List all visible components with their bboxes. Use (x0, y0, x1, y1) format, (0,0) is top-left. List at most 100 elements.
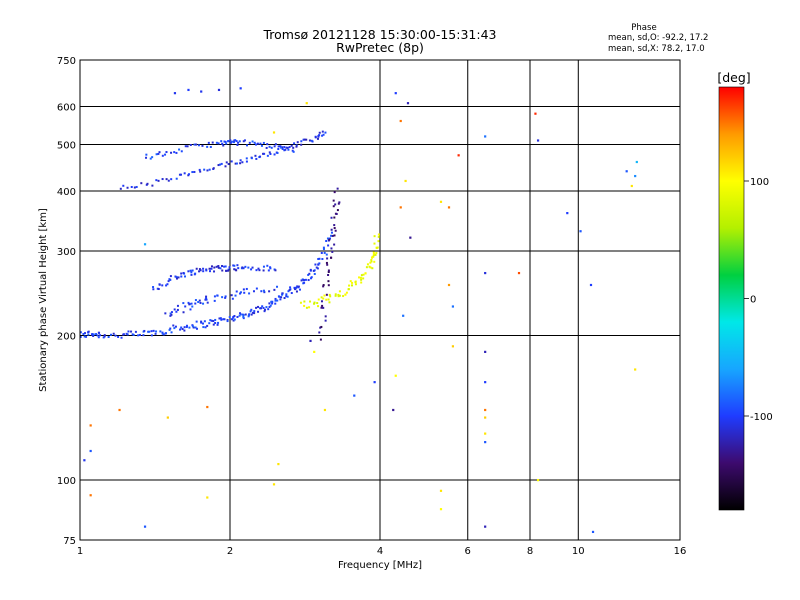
echo-point (294, 288, 297, 291)
echo-point (165, 178, 168, 181)
echo-point (321, 134, 324, 137)
scatter-point (409, 236, 412, 239)
echo-point (199, 170, 202, 173)
echo-point (325, 253, 328, 256)
echo-point (292, 146, 295, 149)
echo-point (90, 333, 93, 336)
echo-point (221, 296, 224, 299)
echo-point (239, 291, 242, 294)
echo-point (255, 269, 258, 272)
echo-point (268, 151, 271, 154)
scatter-point (451, 345, 455, 348)
echo-point (274, 302, 277, 305)
echo-point (233, 264, 236, 267)
echo-point (147, 330, 150, 333)
echo-point (224, 165, 227, 168)
echo-point (299, 301, 302, 304)
echo-point (315, 266, 318, 269)
echo-point (308, 139, 311, 142)
scatter-point (305, 102, 308, 105)
echo-point (330, 231, 333, 234)
echo-point (255, 157, 258, 160)
echo-point (175, 151, 178, 154)
echo-point (262, 306, 265, 309)
echo-point (214, 321, 217, 324)
echo-point (303, 304, 306, 307)
echo-point (170, 311, 173, 314)
echo-point (159, 330, 162, 333)
echo-point (242, 267, 245, 270)
echo-point (221, 142, 224, 145)
echo-point (317, 263, 320, 266)
echo-point (230, 318, 233, 321)
scatter-point (394, 92, 397, 95)
echo-point (235, 269, 238, 272)
echo-point (322, 306, 325, 309)
echo-point (320, 300, 323, 303)
echo-point (277, 145, 280, 148)
scatter-point (272, 131, 276, 134)
echo-point (236, 143, 239, 146)
echo-point (217, 266, 220, 269)
echo-point (242, 317, 245, 320)
echo-point (194, 299, 197, 302)
echo-point (313, 301, 316, 304)
echo-point (290, 144, 293, 147)
echo-point (262, 141, 265, 144)
echo-point (169, 312, 172, 315)
echo-point (373, 260, 376, 263)
echo-point (365, 266, 368, 269)
chart-subtitle: RwPretec (8p) (336, 40, 424, 55)
echo-point (326, 263, 329, 266)
echo-point (187, 301, 190, 304)
echo-point (206, 169, 209, 172)
echo-point (280, 146, 283, 149)
echo-point (183, 326, 186, 329)
echo-point (334, 294, 337, 297)
echo-point (180, 275, 183, 278)
echo-point (210, 267, 213, 270)
echo-point (214, 318, 217, 321)
scatter-point (402, 314, 405, 317)
x-tick-labels: 1 2 4 6 8 10 16 (77, 546, 687, 557)
scatter-point (484, 441, 487, 444)
echo-point (238, 140, 241, 143)
echo-point (336, 187, 339, 190)
echo-point (324, 315, 327, 318)
echo-point (327, 284, 330, 287)
echo-point (373, 242, 376, 245)
echo-point (370, 260, 373, 263)
x-tick-label: 16 (674, 546, 687, 557)
echo-point (372, 251, 375, 254)
echo-point (185, 325, 188, 328)
echo-point (180, 326, 183, 329)
echo-point (278, 295, 281, 298)
echo-point (280, 296, 283, 299)
echo-point (169, 327, 172, 330)
echo-point (222, 318, 225, 321)
echo-point (243, 291, 246, 294)
echo-point (220, 140, 223, 143)
echo-point (313, 302, 316, 305)
echo-point (304, 278, 307, 281)
echo-point (213, 299, 216, 302)
echo-point (217, 164, 220, 167)
echo-point (157, 152, 160, 155)
echo-point (234, 139, 237, 142)
echo-point (175, 277, 178, 280)
echo-point (192, 326, 195, 329)
echo-point (309, 277, 312, 280)
echo-point (198, 268, 201, 271)
echo-point (323, 251, 326, 254)
echo-point (237, 267, 240, 270)
echo-point (258, 269, 261, 272)
echo-point (328, 293, 331, 296)
echo-point (158, 151, 161, 154)
echo-point (313, 272, 316, 275)
echo-point (167, 179, 170, 182)
echo-point (251, 140, 254, 143)
echo-point (251, 311, 254, 314)
echo-point (333, 227, 336, 230)
echo-point (362, 273, 365, 276)
echo-point (233, 268, 236, 271)
